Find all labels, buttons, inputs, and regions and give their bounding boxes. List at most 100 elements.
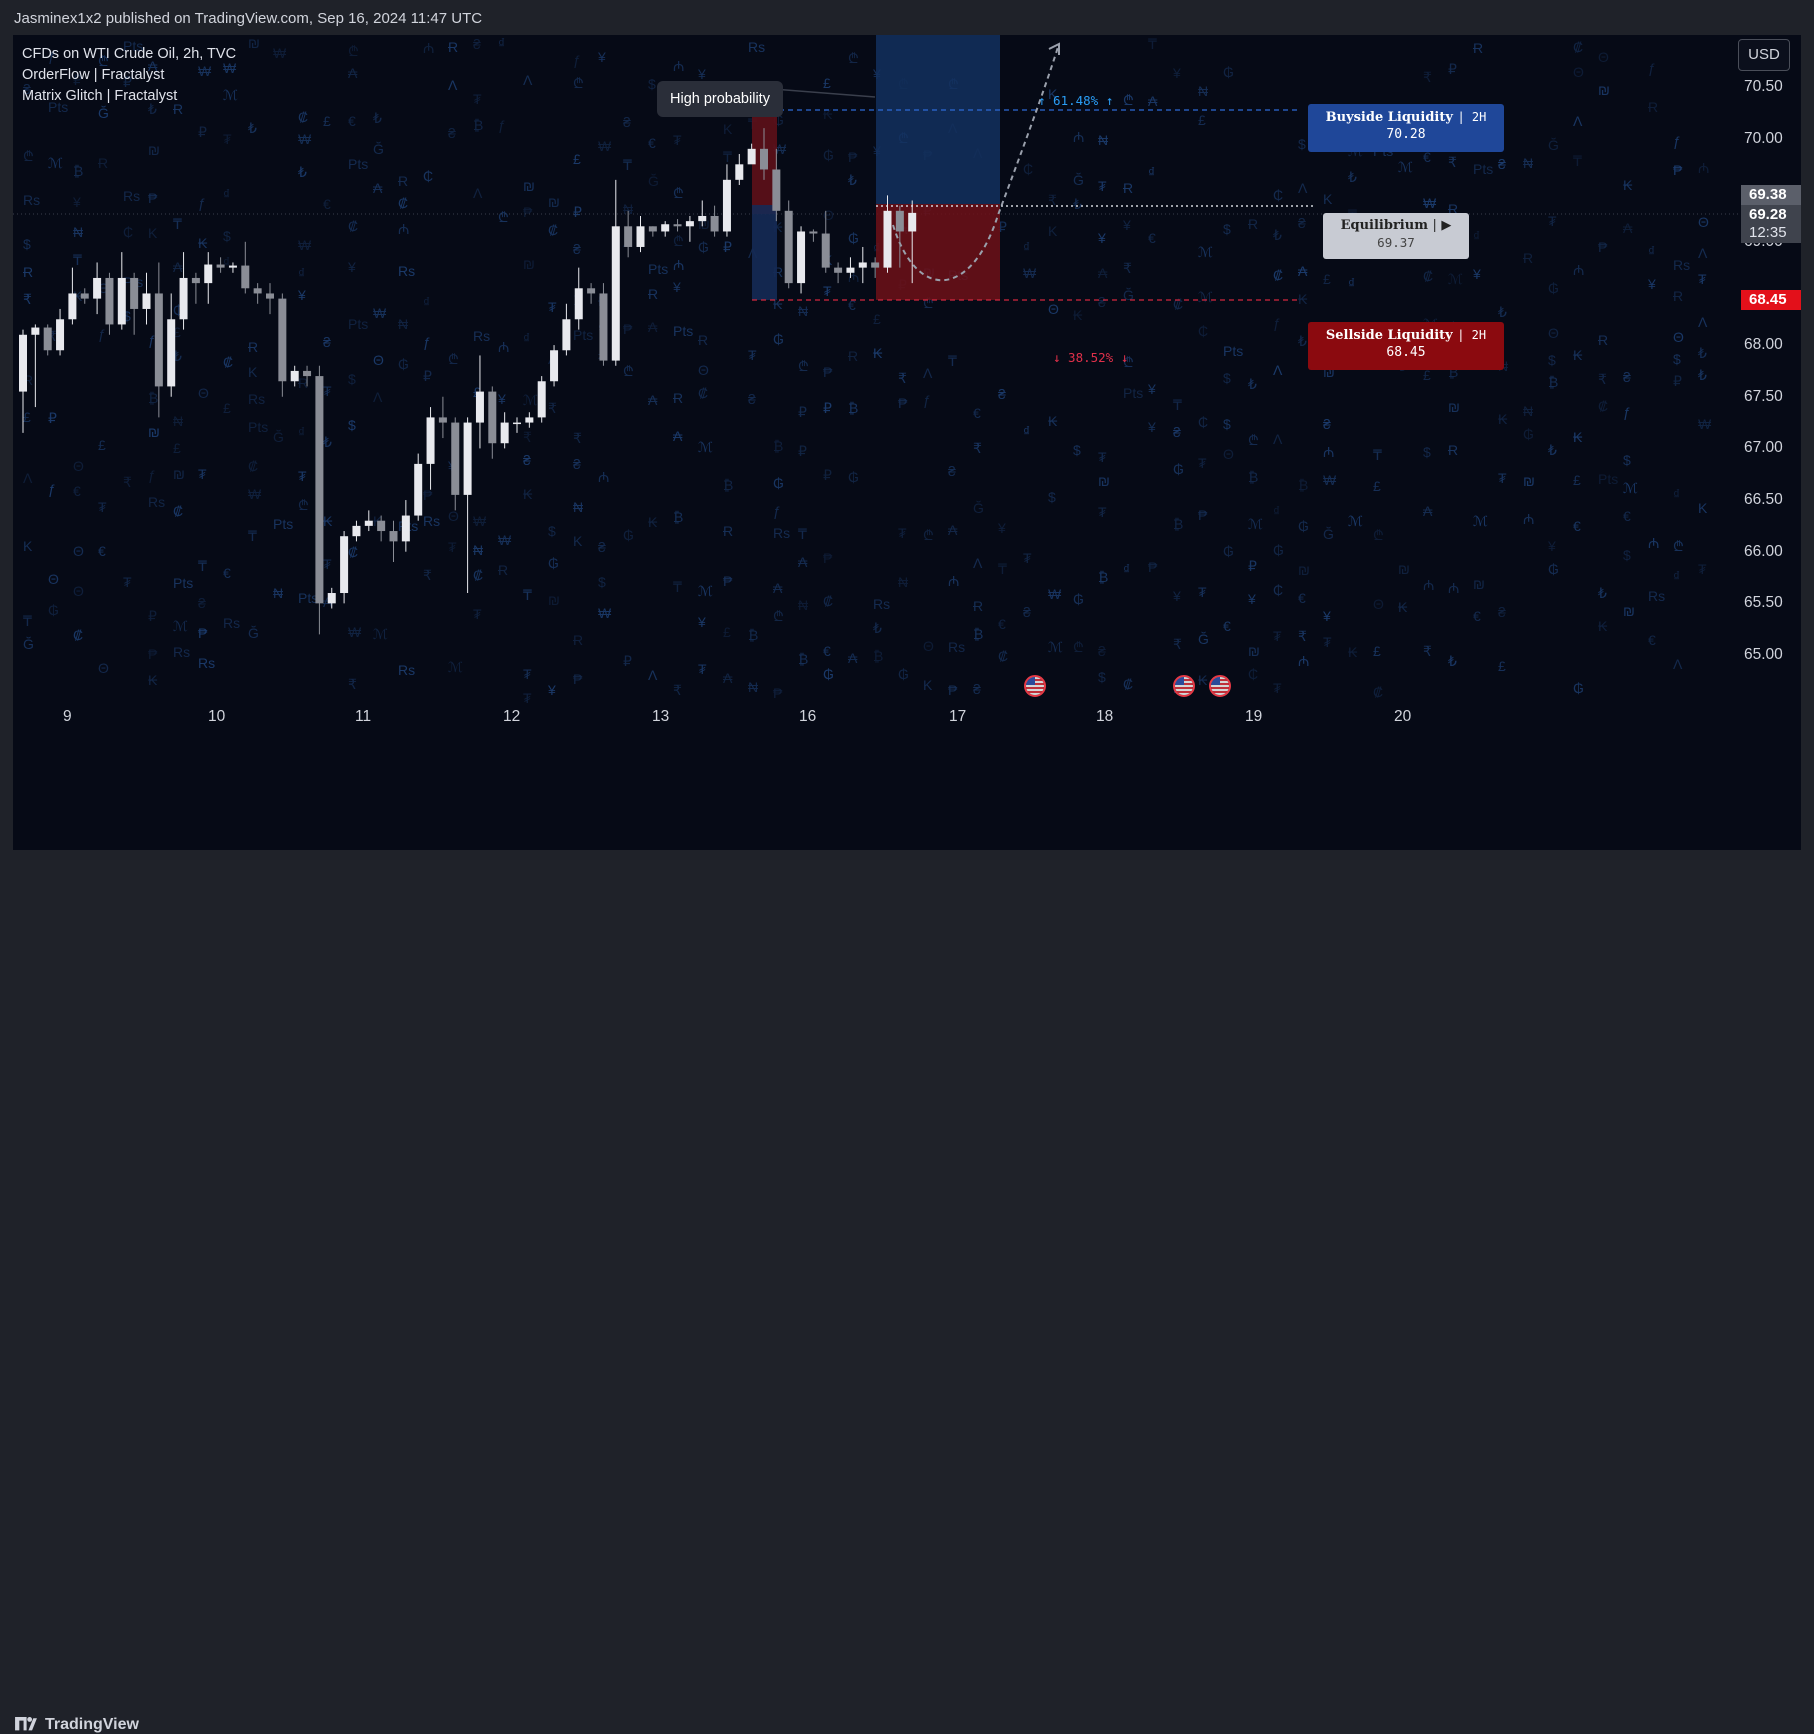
candle-body[interactable] [895, 210, 904, 232]
matrix-glyph: ₭ [73, 287, 83, 304]
us-flag-event-icon[interactable] [1209, 675, 1231, 697]
matrix-glyph: ₾ [298, 497, 309, 514]
candle-body[interactable] [389, 531, 398, 542]
matrix-glyph: ₪ [523, 255, 535, 272]
matrix-glyph: Rs [173, 643, 191, 660]
candle-body[interactable] [871, 262, 880, 268]
matrix-glyph: ƒ [573, 51, 581, 68]
candle-body[interactable] [587, 288, 596, 294]
candle-body[interactable] [537, 381, 546, 418]
candle-body[interactable] [278, 298, 287, 382]
candle-body[interactable] [266, 293, 274, 299]
matrix-glyph: ₹ [48, 327, 57, 344]
matrix-glyph: ¥ [1323, 608, 1331, 625]
candle-body[interactable] [142, 293, 151, 309]
candle-body[interactable] [19, 334, 27, 392]
matrix-glyph: ₸ [523, 586, 532, 603]
candle-body[interactable] [130, 277, 139, 309]
candle-body[interactable] [31, 327, 40, 335]
candle-body[interactable] [908, 212, 917, 232]
candle-body[interactable] [883, 210, 892, 268]
matrix-glyph: ₱ [948, 681, 958, 698]
candle-body[interactable] [426, 417, 435, 464]
candle-body[interactable] [735, 164, 744, 180]
candle-body[interactable] [710, 215, 719, 232]
candle-body[interactable] [463, 422, 472, 495]
candle-body[interactable] [105, 277, 114, 325]
candle-body[interactable] [488, 391, 497, 444]
candle-body[interactable] [216, 264, 225, 268]
candle-body[interactable] [722, 179, 731, 232]
candle-body[interactable] [797, 231, 806, 284]
candle-body[interactable] [438, 417, 447, 423]
candle-body[interactable] [858, 262, 867, 268]
candle-body[interactable] [500, 422, 509, 444]
candle-body[interactable] [303, 370, 312, 377]
tradingview-logo[interactable]: TradingView [13, 1716, 139, 1734]
candle-body[interactable] [117, 277, 126, 325]
candle-body[interactable] [253, 288, 262, 294]
candle-body[interactable] [167, 319, 176, 387]
candle-body[interactable] [352, 525, 361, 537]
candle-body[interactable] [550, 350, 559, 382]
candle-body[interactable] [685, 221, 694, 227]
candle-body[interactable] [290, 370, 299, 382]
candle-body[interactable] [624, 226, 633, 247]
matrix-glyph: ₦ [1523, 155, 1534, 172]
candle-body[interactable] [154, 293, 163, 387]
candle-body[interactable] [636, 226, 645, 247]
candle-body[interactable] [364, 520, 373, 526]
candle-body[interactable] [525, 417, 534, 423]
candle-body[interactable] [414, 463, 423, 516]
candle-body[interactable] [191, 277, 200, 284]
matrix-glyph: ₩ [598, 605, 612, 622]
candle-body[interactable] [809, 231, 818, 234]
candle-body[interactable] [401, 515, 410, 542]
candle-body[interactable] [648, 226, 657, 232]
candle-body[interactable] [772, 169, 781, 211]
candle-body[interactable] [179, 277, 188, 320]
matrix-glyph: ₹ [348, 675, 357, 692]
candle-body[interactable] [760, 148, 768, 170]
candle-body[interactable] [377, 520, 386, 532]
matrix-glyph: ₸ [248, 527, 257, 544]
candle-body[interactable] [834, 267, 843, 273]
candle-body[interactable] [673, 224, 682, 227]
candle-body[interactable] [315, 376, 324, 604]
candle-body[interactable] [821, 233, 830, 268]
candle-body[interactable] [451, 422, 460, 495]
candle-body[interactable] [513, 422, 521, 425]
candle-body[interactable] [661, 224, 670, 232]
candle-body[interactable] [80, 293, 89, 299]
candle-body[interactable] [340, 536, 349, 594]
candle-body[interactable] [228, 265, 237, 268]
candle-body[interactable] [784, 210, 793, 284]
matrix-glyph: Ɍ [1598, 331, 1609, 348]
candle-body[interactable] [475, 391, 484, 423]
legend-indicator-orderflow[interactable]: OrderFlow | Fractalyst [22, 67, 165, 83]
legend-indicator-matrix[interactable]: Matrix Glitch | Fractalyst [22, 88, 178, 104]
legend-symbol[interactable]: CFDs on WTI Crude Oil, 2h, TVC [22, 46, 237, 62]
candle-body[interactable] [241, 265, 250, 289]
candle-body[interactable] [611, 226, 620, 361]
candle-body[interactable] [204, 264, 213, 284]
candle-body[interactable] [56, 319, 65, 351]
chart-canvas[interactable] [13, 35, 1801, 850]
candle-body[interactable] [562, 319, 571, 351]
candle-body[interactable] [68, 293, 77, 320]
currency-button[interactable]: USD [1738, 39, 1790, 71]
candle-body[interactable] [327, 593, 336, 604]
candle-body[interactable] [43, 327, 52, 351]
candle-body[interactable] [698, 215, 707, 222]
matrix-glyph: Ɍ [1673, 287, 1684, 304]
candle-body[interactable] [747, 148, 756, 165]
candle-body[interactable] [846, 267, 855, 273]
us-flag-event-icon[interactable] [1024, 675, 1046, 697]
matrix-glyph: ₱ [1598, 239, 1608, 256]
candle-body[interactable] [93, 277, 102, 299]
candle-body[interactable] [599, 293, 608, 361]
matrix-glyph: ₲ [1573, 680, 1584, 697]
us-flag-event-icon[interactable] [1173, 675, 1195, 697]
candle-body[interactable] [574, 288, 583, 320]
